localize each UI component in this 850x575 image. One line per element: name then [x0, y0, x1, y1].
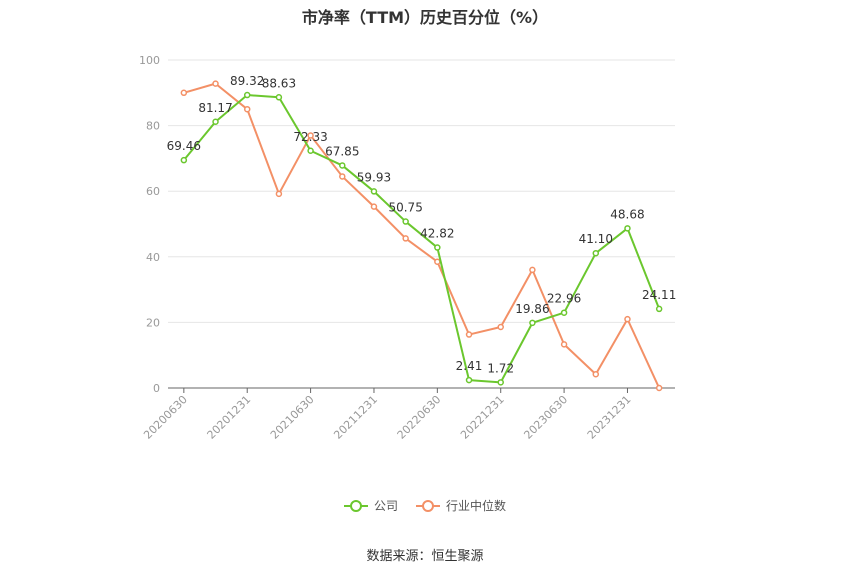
y-tick-label: 80 — [146, 120, 160, 133]
x-tick-label: 20231231 — [585, 393, 634, 442]
y-tick-label: 60 — [146, 185, 160, 198]
data-point-industry — [212, 80, 219, 87]
data-point-company — [370, 188, 378, 195]
data-label-company: 41.10 — [579, 232, 613, 246]
data-label-company: 22.96 — [547, 292, 581, 306]
data-label-company: 2.41 — [456, 359, 483, 373]
data-point-industry — [370, 203, 378, 210]
data-point-company — [402, 218, 409, 225]
data-label-company: 69.46 — [167, 139, 201, 153]
data-point-industry — [497, 323, 504, 331]
data-point-company — [212, 118, 219, 126]
data-point-company — [243, 91, 251, 99]
data-point-industry — [465, 331, 473, 338]
legend-swatch-company — [343, 499, 368, 513]
data-label-company: 81.17 — [198, 101, 232, 115]
data-point-industry — [339, 173, 346, 180]
x-tick-label: 20220630 — [395, 393, 444, 442]
data-point-industry — [180, 89, 188, 97]
data-label-company: 89.32 — [230, 74, 264, 88]
data-point-industry — [560, 341, 568, 348]
legend-item-industry[interactable]: 行业中位数 — [416, 497, 506, 514]
x-tick-label: 20201231 — [205, 393, 254, 442]
data-point-company — [624, 225, 631, 232]
x-tick-label: 20210630 — [268, 393, 317, 442]
x-tick-label: 20221231 — [458, 393, 507, 442]
data-point-industry — [434, 258, 441, 265]
data-label-company: 50.75 — [388, 201, 422, 215]
data-point-industry — [624, 315, 631, 323]
legend-swatch-industry — [416, 499, 440, 513]
data-point-company — [275, 94, 283, 101]
data-label-company: 19.86 — [515, 302, 549, 316]
y-tick-label: 0 — [153, 382, 160, 395]
y-tick-label: 100 — [139, 54, 160, 67]
data-label-company: 24.11 — [642, 288, 676, 302]
data-point-industry — [529, 266, 536, 274]
data-label-company: 59.93 — [357, 170, 391, 184]
y-tick-label: 20 — [146, 316, 160, 329]
series-line-industry — [183, 82, 661, 389]
data-point-company — [529, 319, 536, 327]
legend-label-company: 公司 — [373, 499, 398, 513]
data-point-company — [592, 249, 600, 257]
data-point-company — [465, 376, 473, 384]
data-point-industry — [592, 370, 600, 378]
data-label-company: 48.68 — [610, 207, 644, 221]
data-label-company: 72.33 — [293, 130, 327, 144]
series-line-company — [183, 94, 661, 384]
data-point-company — [655, 305, 663, 313]
legend: 公司 行业中位数 — [0, 497, 850, 514]
data-point-industry — [402, 235, 409, 242]
data-point-industry — [243, 105, 251, 113]
x-tick-label: 20200630 — [141, 393, 190, 442]
chart-title: 市净率（TTM）历史百分位（%） — [301, 8, 549, 27]
data-source: 数据来源：恒生聚源 — [366, 549, 484, 564]
data-point-industry — [275, 190, 283, 198]
data-point-company — [560, 309, 568, 316]
data-point-company — [339, 162, 346, 169]
data-label-company: 88.63 — [262, 76, 296, 90]
x-tick-label: 20211231 — [331, 393, 380, 442]
data-point-company — [307, 147, 314, 155]
data-point-industry — [655, 384, 663, 392]
data-point-company — [180, 156, 188, 164]
data-label-company: 1.72 — [487, 361, 514, 375]
legend-item-company[interactable]: 公司 — [343, 497, 398, 514]
data-label-company: 67.85 — [325, 144, 359, 158]
x-tick-label: 20230630 — [521, 393, 570, 442]
y-tick-label: 40 — [146, 251, 160, 264]
grid-layer — [168, 59, 675, 323]
data-point-industry — [307, 132, 314, 139]
data-point-company — [434, 244, 441, 251]
data-label-company: 42.82 — [420, 227, 454, 241]
data-point-company — [497, 379, 504, 386]
legend-label-industry: 行业中位数 — [446, 499, 507, 513]
series-layer — [180, 80, 663, 392]
